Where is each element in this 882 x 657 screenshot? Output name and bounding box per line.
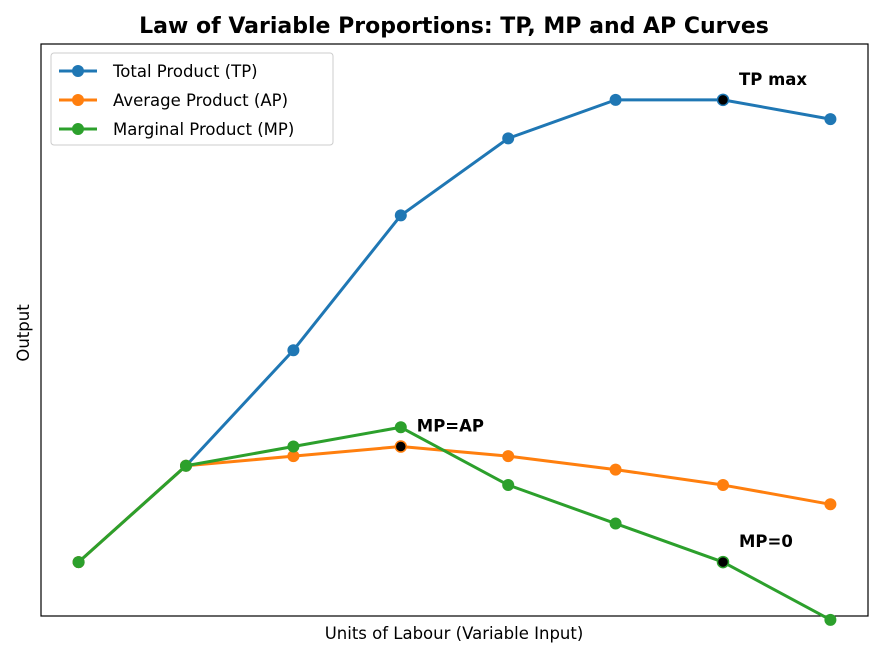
legend-swatch-marker xyxy=(72,94,84,106)
y-axis-label: Output xyxy=(14,304,33,362)
data-point xyxy=(394,421,407,434)
highlight-point xyxy=(716,93,730,107)
series-layer xyxy=(72,93,837,626)
annotation-layer: TP max MP=AP MP=0 xyxy=(417,70,808,551)
legend-swatch-marker xyxy=(72,65,84,77)
data-point xyxy=(287,344,300,357)
legend-item: Total Product (TP) xyxy=(59,62,258,81)
x-axis-label: Units of Labour (Variable Input) xyxy=(325,624,584,643)
series-1 xyxy=(72,93,837,569)
data-point xyxy=(824,498,837,511)
data-point xyxy=(287,450,300,463)
legend-swatch-marker xyxy=(72,123,84,135)
highlight-point xyxy=(716,555,730,569)
data-point xyxy=(824,113,837,126)
data-point xyxy=(609,93,622,106)
chart-title: Law of Variable Proportions: TP, MP and … xyxy=(139,14,769,39)
highlight-point xyxy=(394,440,408,453)
legend-label: Average Product (AP) xyxy=(113,91,288,110)
highlight-layer xyxy=(394,93,730,569)
annotation-label: TP max xyxy=(739,70,807,89)
data-point xyxy=(287,440,300,453)
data-point xyxy=(609,517,622,530)
data-point xyxy=(72,556,85,569)
data-point xyxy=(502,132,515,145)
annotation-label: MP=0 xyxy=(739,532,793,551)
data-point xyxy=(717,479,730,492)
legend-frame xyxy=(50,52,334,146)
legend-item: Marginal Product (MP) xyxy=(59,120,294,139)
legend-label: Total Product (TP) xyxy=(112,62,258,81)
data-point xyxy=(179,459,192,472)
legend-item: Average Product (AP) xyxy=(59,91,288,110)
series-line xyxy=(77,445,832,564)
legend: Total Product (TP) Average Product (AP) Ma… xyxy=(50,52,334,146)
annotation-label: MP=AP xyxy=(417,417,484,436)
series-2 xyxy=(72,440,837,569)
series-line xyxy=(77,98,832,564)
data-point xyxy=(502,450,515,463)
plot-frame xyxy=(40,43,869,617)
legend-label: Marginal Product (MP) xyxy=(113,120,294,139)
data-point xyxy=(502,479,515,492)
data-point xyxy=(824,613,837,626)
data-point xyxy=(609,463,622,476)
data-point xyxy=(394,209,407,222)
series-line xyxy=(77,425,832,622)
